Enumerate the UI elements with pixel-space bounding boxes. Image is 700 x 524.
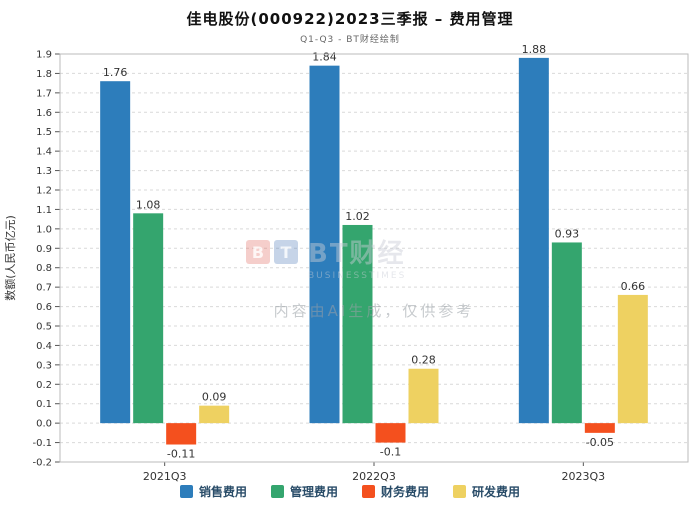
x-tick-label: 2022Q3 xyxy=(352,470,396,483)
bar-value-label: 1.08 xyxy=(136,198,161,211)
bar-value-label: 0.66 xyxy=(621,280,646,293)
legend-item: 销售费用 xyxy=(179,483,247,500)
y-tick-label: 0.2 xyxy=(36,380,52,391)
legend-label: 财务费用 xyxy=(381,485,430,499)
plot-area xyxy=(60,54,688,462)
y-tick-label: 0.9 xyxy=(36,244,52,255)
watermark-brand-sub: BUSINESSTIMES xyxy=(308,271,406,281)
y-tick-label: 0.6 xyxy=(36,302,52,313)
y-tick-label: 0.0 xyxy=(36,419,52,430)
legend-item: 管理费用 xyxy=(270,483,338,500)
bar xyxy=(342,224,373,424)
watermark-logo-t-box xyxy=(274,240,298,264)
legend-label: 销售费用 xyxy=(198,485,247,499)
chart-legend: 销售费用 管理费用 财务费用 研发费用 xyxy=(0,483,700,500)
bar-value-label: 1.84 xyxy=(312,51,337,64)
watermark-disclaimer: 内容由AI生成，仅供参考 xyxy=(274,302,475,320)
legend-label: 管理费用 xyxy=(289,485,338,499)
bar xyxy=(408,368,439,424)
bar-value-label: 1.02 xyxy=(345,210,370,223)
legend-item: 财务费用 xyxy=(362,483,429,500)
watermark: B T BT财经 BUSINESSTIMES 内容由AI生成，仅供参考 xyxy=(246,238,475,320)
y-tick-label: 1.5 xyxy=(36,127,52,138)
watermark-logo-t: T xyxy=(281,243,292,262)
y-tick-label: 0.7 xyxy=(36,283,52,294)
y-tick-label: 1.7 xyxy=(36,88,52,99)
chart-subtitle: Q1-Q3 - BT财经绘制 xyxy=(300,35,400,45)
bar-value-label: -0.1 xyxy=(380,446,401,459)
legend-marker xyxy=(453,485,467,498)
y-tick-label: 1.0 xyxy=(36,224,52,235)
plot-border xyxy=(59,53,689,463)
bar-value-label: -0.11 xyxy=(167,448,195,461)
bar-value-label: 1.88 xyxy=(522,45,547,56)
y-tick-label: 1.1 xyxy=(36,205,52,216)
y-tick-label: 0.8 xyxy=(36,263,52,274)
x-tick-label: 2023Q3 xyxy=(562,470,606,483)
y-tick-label: 1.4 xyxy=(36,147,52,158)
bar-chart: -0.2 -0.1 0.0 0.1 0.2 0.3 0.4 0.5 0.6 0.7 0.8 0.9 1.… xyxy=(4,45,689,483)
x-tick-label: 2021Q3 xyxy=(143,470,187,483)
legend-marker xyxy=(362,485,375,498)
bar-value-label: 0.28 xyxy=(411,354,436,367)
y-tick-label: -0.2 xyxy=(32,458,52,469)
chart-title: 佳电股份(000922)2023三季报 – 费用管理 xyxy=(186,10,514,28)
y-tick-label: 1.9 xyxy=(36,50,52,61)
bar xyxy=(518,57,549,424)
bar xyxy=(551,242,582,424)
bar xyxy=(199,405,230,424)
bar xyxy=(375,423,406,443)
bar xyxy=(133,213,164,424)
y-tick-label: 0.3 xyxy=(36,360,52,371)
bar xyxy=(309,65,340,424)
watermark-logo-b-box xyxy=(246,240,270,264)
bar-value-label: 0.93 xyxy=(555,227,580,240)
y-tick-label: 1.3 xyxy=(36,166,52,177)
bar xyxy=(166,423,197,445)
legend-label: 研发费用 xyxy=(472,485,521,499)
y-tick-label: 0.1 xyxy=(36,399,52,410)
y-tick-label: 1.8 xyxy=(36,69,52,80)
legend-item: 研发费用 xyxy=(453,483,520,500)
y-tick-label: 1.6 xyxy=(36,108,52,119)
y-tick-label: -0.1 xyxy=(32,438,52,449)
bar xyxy=(617,294,648,424)
y-tick-label: 1.2 xyxy=(36,186,52,197)
y-tick-label: 0.4 xyxy=(36,341,52,352)
legend-marker xyxy=(270,485,284,498)
bar-value-label: 1.76 xyxy=(103,66,128,79)
bar-value-label: 0.09 xyxy=(202,391,227,404)
chart-page: 佳电股份(000922)2023三季报 – 费用管理 Q1-Q3 - BT财经绘… xyxy=(0,10,700,500)
y-axis-title: 数额(人民币亿元) xyxy=(4,215,17,301)
legend-marker xyxy=(179,485,193,498)
watermark-logo-b: B xyxy=(252,243,264,262)
watermark-brand: BT财经 xyxy=(308,238,406,269)
bar-value-label: -0.05 xyxy=(586,436,614,449)
bar xyxy=(100,81,131,424)
y-tick-label: 0.5 xyxy=(36,322,52,333)
bar xyxy=(584,423,615,433)
